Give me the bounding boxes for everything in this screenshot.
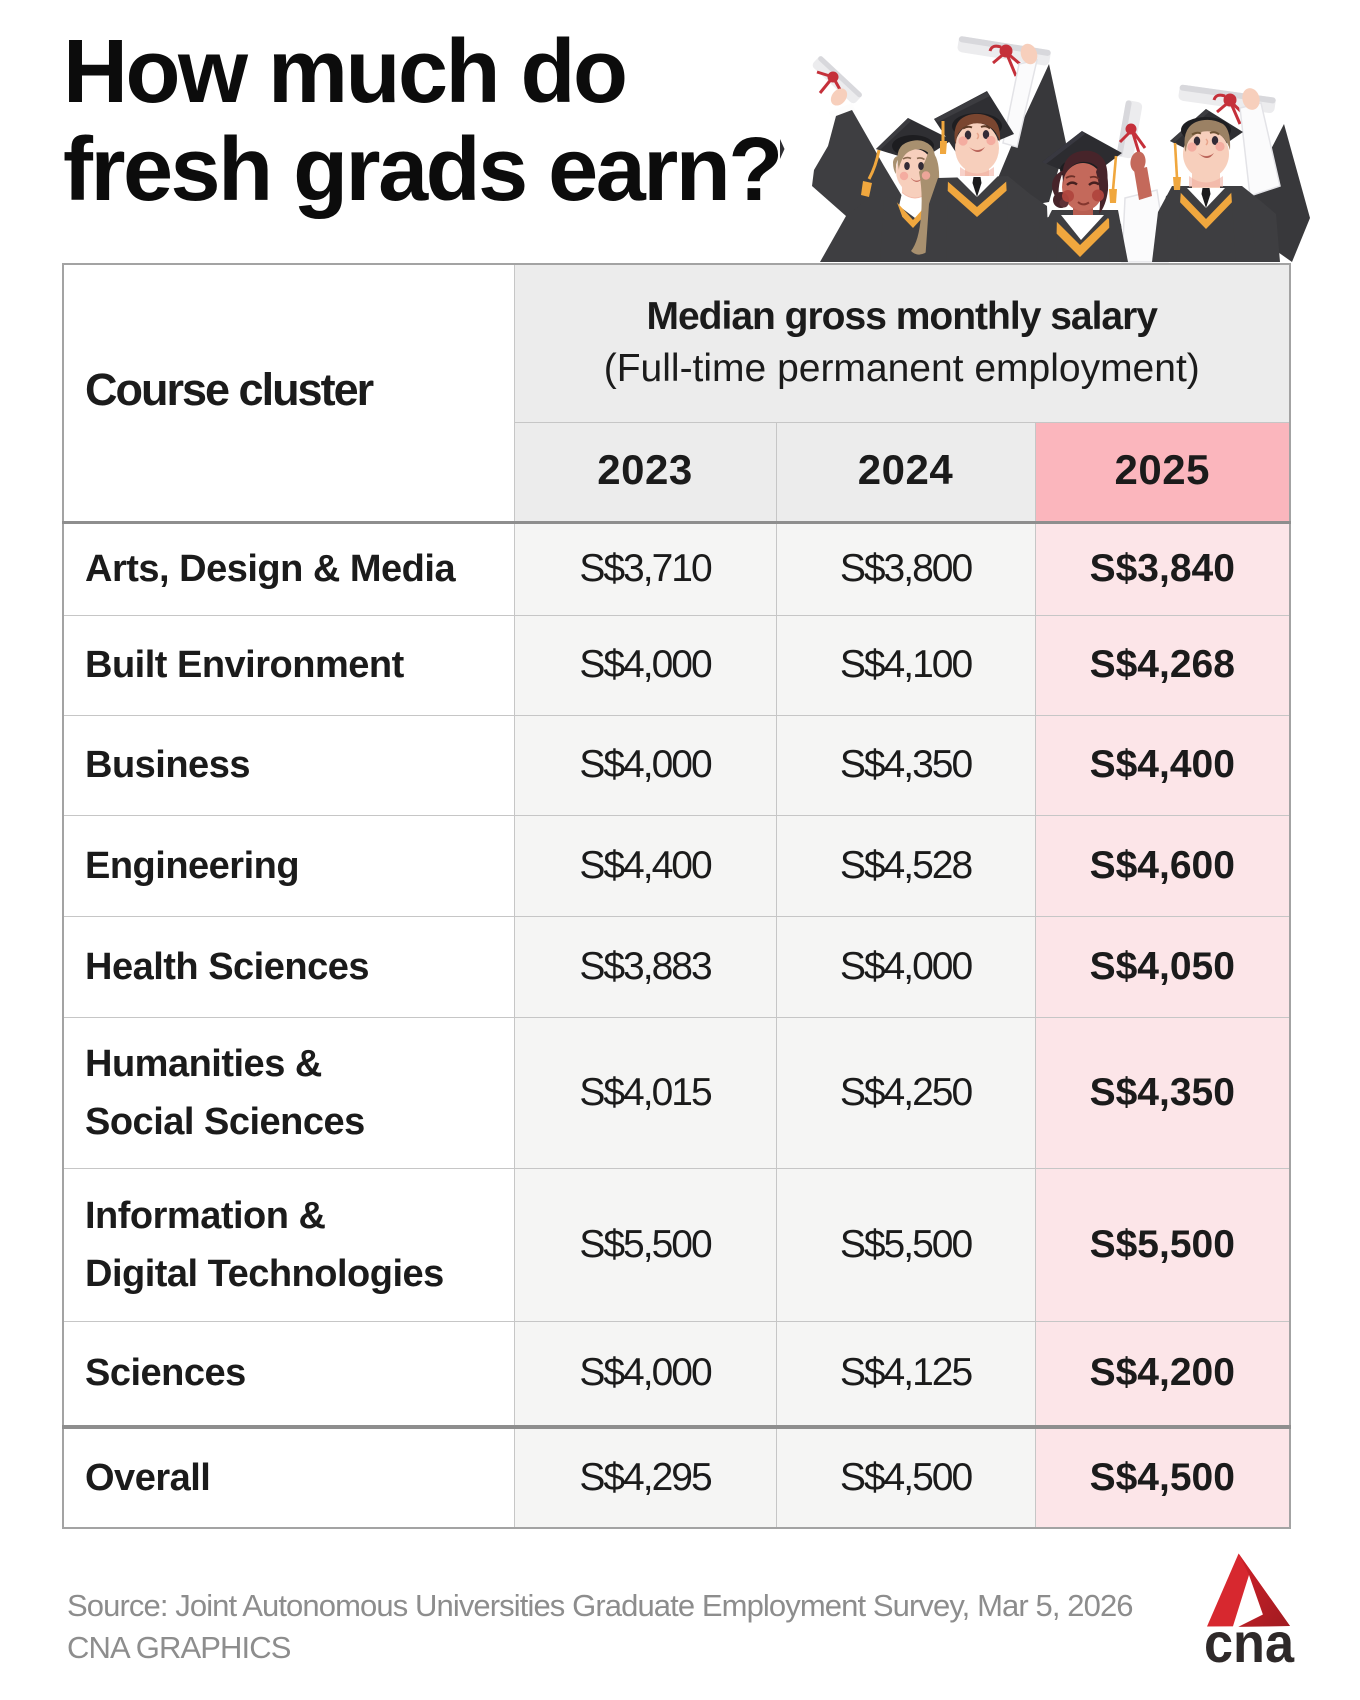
svg-text:cna: cna (1204, 1611, 1295, 1666)
